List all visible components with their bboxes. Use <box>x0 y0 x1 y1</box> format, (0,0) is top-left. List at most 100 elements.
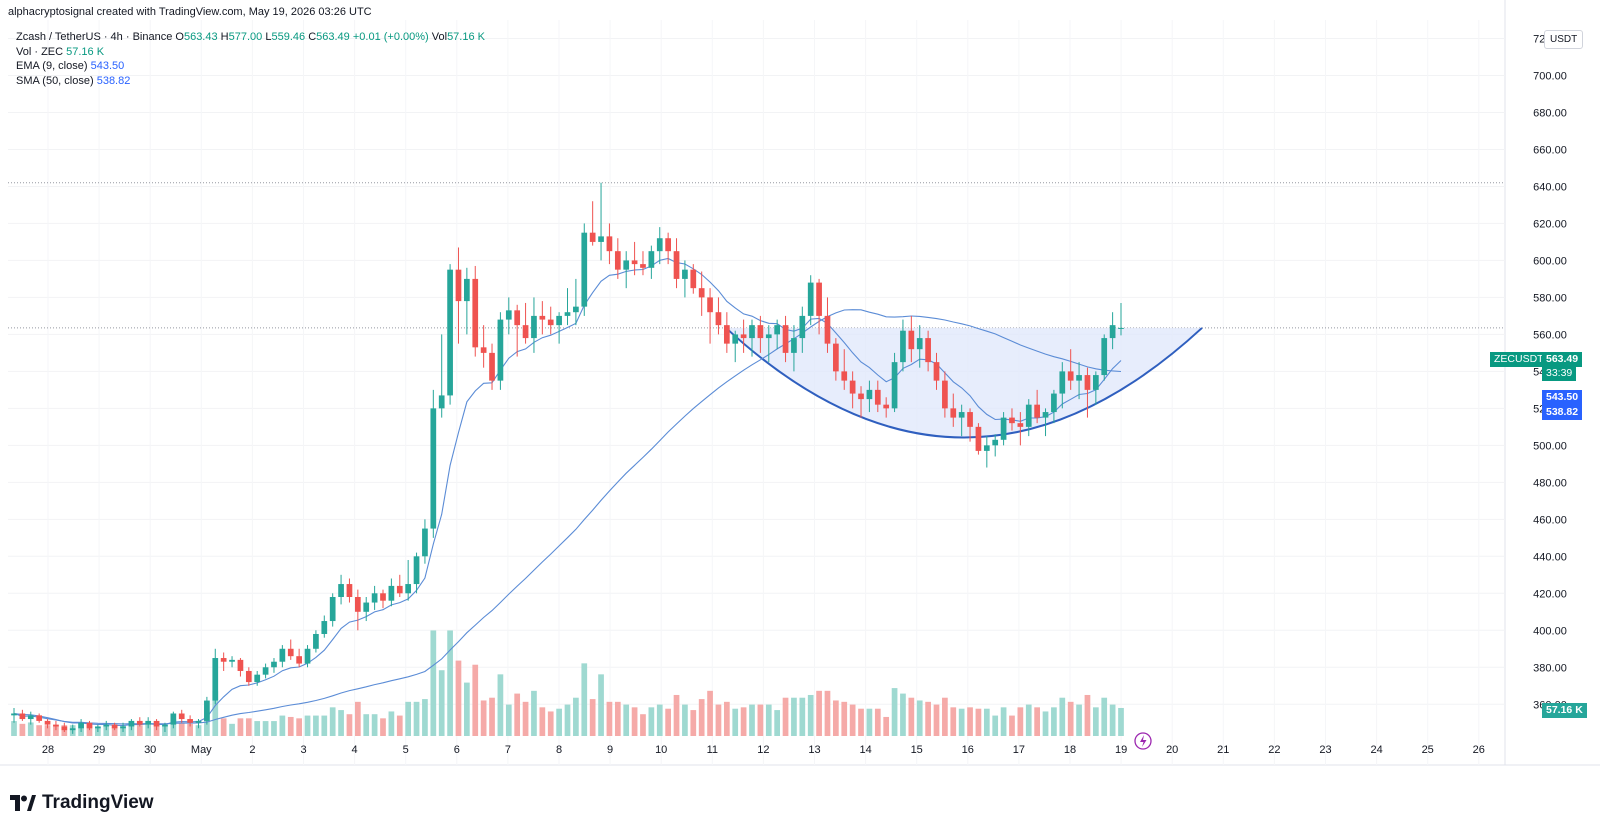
volume-bar <box>296 718 302 736</box>
volume-bar <box>900 693 906 736</box>
time-tick-label: 6 <box>454 744 460 756</box>
candle-body <box>740 334 747 339</box>
volume-bar <box>749 704 755 736</box>
candle-body <box>673 251 680 279</box>
candle-body <box>598 236 604 242</box>
volume-bar <box>27 722 34 736</box>
candle-body <box>648 251 655 268</box>
candle-body <box>757 325 764 339</box>
tradingview-logo[interactable]: TradingView <box>10 792 154 814</box>
volume-bar <box>1059 697 1066 736</box>
candle-body <box>120 726 126 729</box>
time-axis: 28 29 30 May 2 3 4 5 6 7 8 9 10 11 12 13 14 15 16 17 18 19 20 2… <box>42 744 1485 756</box>
volume-bar <box>908 697 915 736</box>
candle-body <box>614 251 621 270</box>
volume-bar <box>237 718 244 736</box>
candle-body <box>162 724 168 727</box>
time-tick-label: 22 <box>1268 744 1280 756</box>
ticker-tag: ZECUSDT <box>1490 352 1548 367</box>
candle-body <box>732 334 739 344</box>
replay-icon[interactable] <box>1134 732 1152 750</box>
volume-bar <box>53 725 59 736</box>
price-tick-label: 460.00 <box>1533 514 1567 526</box>
volume-bar <box>522 701 529 736</box>
candle-body <box>237 659 244 671</box>
candle-body <box>589 232 596 242</box>
time-tick-label: 26 <box>1473 744 1485 756</box>
open-label: O <box>175 31 184 43</box>
candle-body <box>262 667 269 675</box>
candle-body <box>807 282 814 316</box>
volume-bar <box>1042 711 1049 736</box>
volume-bar <box>329 707 336 736</box>
price-tick-label: 560.00 <box>1533 329 1567 341</box>
price-tick-label: 700.00 <box>1533 70 1567 82</box>
volume-bar <box>422 699 428 736</box>
sma-tag: 538.82 <box>1542 405 1583 420</box>
volume-bar <box>1084 694 1091 736</box>
time-tick-label: 17 <box>1013 744 1025 756</box>
indicator-sma[interactable]: SMA (50, close) 538.82 <box>16 74 131 87</box>
candle-body <box>153 720 160 727</box>
volume-bar <box>807 694 814 736</box>
time-tick-label: 29 <box>93 744 105 756</box>
candle-body <box>455 269 462 302</box>
currency-button[interactable]: USDT <box>1544 30 1584 49</box>
close-label: C <box>308 31 317 43</box>
price-tick-label: 580.00 <box>1533 292 1567 304</box>
volume-bar <box>86 725 93 736</box>
volume-bar <box>782 697 789 736</box>
candle-body <box>1034 404 1040 418</box>
volume-bar <box>975 708 982 736</box>
time-tick-label: 20 <box>1166 744 1178 756</box>
candle-body <box>640 264 646 268</box>
candle-body <box>715 312 722 326</box>
high-value: 577.00 <box>228 31 263 43</box>
candle-body <box>656 238 663 252</box>
indicator-vol[interactable]: Vol · ZEC 57.16 K <box>16 45 105 58</box>
candle-body <box>547 319 554 326</box>
candle-body <box>1109 325 1116 339</box>
volume-bar <box>682 704 688 736</box>
candle-body <box>195 720 202 723</box>
candle-body <box>723 325 730 344</box>
volume-bar <box>698 699 705 736</box>
volume-bar <box>229 723 235 736</box>
indicator-ema[interactable]: EMA (9, close) 543.50 <box>16 60 125 72</box>
candle-body <box>1092 375 1099 390</box>
tradingview-icon <box>10 795 36 811</box>
cup-curve <box>725 327 1203 439</box>
symbol-name[interactable]: Zcash / TetherUS · 4h · Binance <box>16 31 173 43</box>
volume-bar <box>983 708 990 736</box>
candle-body <box>1051 393 1057 413</box>
candle-body <box>950 408 957 418</box>
time-tick-label: 14 <box>859 744 871 756</box>
volume-bar <box>1034 707 1040 736</box>
ema-tag: 543.50 <box>1542 390 1583 405</box>
volume-bar <box>598 674 604 736</box>
volume-bar <box>505 704 512 736</box>
candle-body <box>690 269 697 289</box>
volume-bar <box>665 708 671 736</box>
volume-bar <box>942 697 948 736</box>
vol-value: 57.16 K <box>447 31 485 43</box>
candle-body <box>925 338 931 363</box>
candle-body <box>858 393 864 400</box>
price-tick-label: 620.00 <box>1533 218 1567 230</box>
symbol-row[interactable]: Zcash / TetherUS · 4h · Binance O563.43 … <box>16 30 485 45</box>
candle-body <box>967 412 973 427</box>
volume-bar <box>581 663 588 736</box>
volume-bar <box>430 630 437 736</box>
candle-body <box>321 621 328 634</box>
price-tick-label: 600.00 <box>1533 255 1567 267</box>
time-tick-label: 5 <box>403 744 409 756</box>
candle-body <box>480 347 487 353</box>
volume-bar <box>363 714 370 736</box>
candle-body <box>69 728 76 731</box>
time-tick-label: 2 <box>249 744 255 756</box>
volume-bar <box>765 704 772 736</box>
volume-bar <box>1118 707 1124 736</box>
volume-bar <box>1101 697 1108 736</box>
volume-bar <box>933 704 940 736</box>
